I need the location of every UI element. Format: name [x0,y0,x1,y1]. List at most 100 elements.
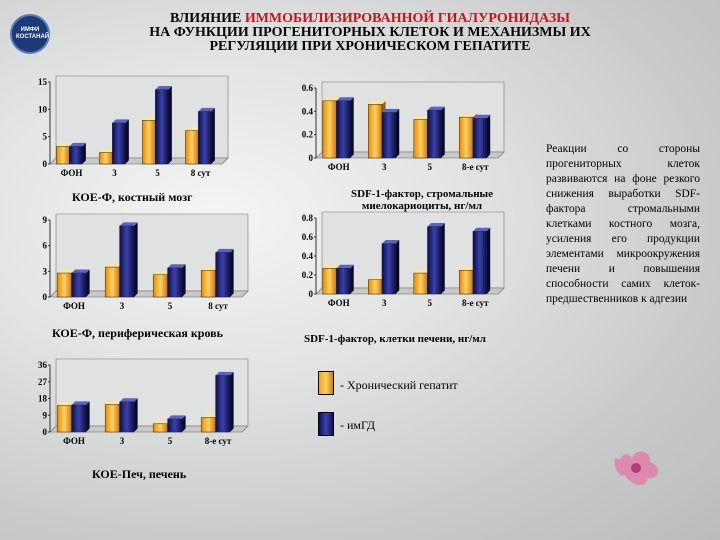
bar-img [71,404,87,433]
y-tick-label: 36 [38,360,48,370]
x-tick-label: ФОН [328,162,350,172]
bar-chronic [200,270,216,298]
bar-side [441,222,445,294]
bar-top [413,115,432,120]
x-tick-label: ФОН [61,168,83,178]
bar-img [112,122,126,165]
x-tick-label: 8-е сут [462,162,489,172]
bar-top [99,148,116,153]
bar-side [395,240,400,294]
bar-top [167,264,186,268]
y-tick-label: 0.4 [302,106,314,116]
y-tick-label: 0 [309,153,314,163]
y-tick-label: 9 [43,215,48,225]
bar-top [459,266,477,271]
bar-top [368,100,386,105]
y-tick-label: 9 [43,410,48,420]
bar-top [336,264,354,269]
bar-img [381,243,396,295]
x-tick-label: ФОН [328,298,350,308]
bar-side [486,114,491,158]
caption-sdf-stromal: SDF-1-фактор, стромальные миелокариоциты… [350,188,494,212]
bar-side [350,264,354,294]
page-title: ВЛИЯНИЕ ИММОБИЛИЗИРОВАННОЙ ГИАЛУРОНИДАЗЫ… [149,11,591,54]
x-tick-label: ФОН [63,436,85,446]
chart-peripheral-blood: 0 3 6 9 ФОН 3 5 8 сут [30,210,250,315]
y-tick-label: 15 [38,77,48,87]
bar-side [230,371,234,432]
bar-top [215,248,234,253]
bar-side [134,222,138,297]
x-tick-label: 5 [428,298,433,308]
bar-top [56,142,73,147]
bar-top [472,114,491,119]
bar-top [69,142,86,147]
y-tick-label: 0.4 [302,251,314,261]
bar-chronic [322,268,337,295]
progenitor-cell-illustration [614,451,659,486]
y-tick-label: 0.6 [302,83,314,93]
y-tick-label: 0 [43,159,48,169]
caption-peripheral-blood: КОЕ-Ф, периферическая кровь [52,326,223,340]
chart-liver: 0 9 18 27 36 ФОН 3 5 8-е сут [30,355,250,450]
caption-liver: КОЕ-Печ, печень [92,467,187,481]
bar-chronic [56,272,72,298]
bar-img [119,401,135,433]
bar-top [112,119,129,123]
bar-top [185,127,202,131]
bar-top [368,276,386,280]
bar-side [486,227,491,294]
bar-top [119,222,138,226]
bar-img [215,252,231,298]
bar-img [215,375,231,433]
bar-chronic [142,120,156,165]
bar-side [82,142,86,164]
y-tick-label: 0 [43,292,48,302]
bar-top [427,222,445,227]
bar-img [336,100,351,159]
bar-top [153,271,172,275]
chart-sdf-liver: 0 0.2 0.4 0.6 0.8 ФОН 3 5 8-е сут [296,208,506,312]
bar-side [441,106,445,158]
bar-chronic [99,152,113,165]
bar-top [201,266,220,271]
bar-chronic [56,146,70,165]
bar-chronic [459,270,474,295]
legend-label-chronic: - Хронический гепатит [340,378,458,392]
y-tick-label: 0 [309,289,314,299]
x-tick-label: 5 [168,436,173,446]
bar-top [142,116,159,121]
bar-top [336,97,354,101]
x-tick-label: 8 сут [208,301,228,311]
bar-chronic [200,417,216,433]
bar-side [230,248,234,297]
bar-img [69,146,83,165]
y-tick-label: 0.6 [302,232,314,242]
institute-logo: ИМФИ КОСТАНАЙ [10,14,50,54]
bar-chronic [56,405,72,433]
bar-img [472,231,487,295]
bar-img [381,112,396,159]
bar-img [119,225,135,298]
bar-top [155,86,172,90]
bar-top [105,400,124,405]
bar-side [211,107,215,164]
chart-bone-marrow: 0 5 10 15 ФОН 3 5 8 сут [30,72,230,182]
x-tick-label: 8 сут [191,168,211,178]
bar-img [71,272,87,298]
bar-top [381,108,400,113]
caption-sdf-liver: SDF-1-фактор, клетки печени, нг/мл [304,333,486,345]
y-tick-label: 10 [38,104,48,114]
x-tick-label: 3 [120,301,125,311]
bar-side [86,269,90,297]
bar-side [125,119,129,164]
bar-side [182,415,186,432]
bar-img [198,111,212,165]
bar-img [472,118,487,159]
y-tick-label: 3 [43,266,48,276]
bar-side [168,86,172,164]
y-tick-label: 0.2 [302,130,314,140]
bar-img [336,268,351,295]
x-tick-label: 3 [112,168,117,178]
bar-img [155,89,169,165]
